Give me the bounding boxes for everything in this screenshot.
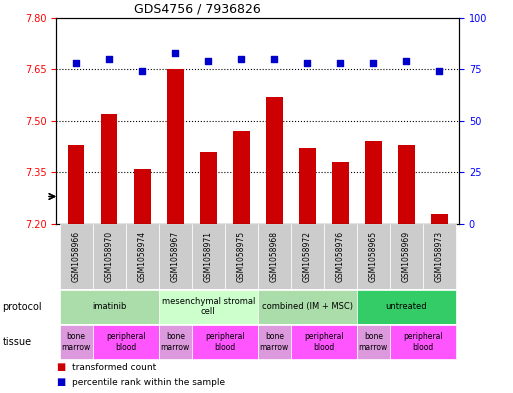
Title: GDS4756 / 7936826: GDS4756 / 7936826 bbox=[134, 2, 261, 15]
Bar bbox=[365, 141, 382, 224]
Bar bbox=[233, 131, 249, 224]
Bar bbox=[390, 224, 423, 289]
Text: peripheral
blood: peripheral blood bbox=[106, 332, 146, 352]
Bar bbox=[299, 149, 315, 224]
Point bbox=[303, 60, 311, 66]
Bar bbox=[101, 114, 117, 224]
Bar bbox=[390, 325, 456, 359]
Bar bbox=[357, 290, 456, 323]
Bar bbox=[60, 325, 93, 359]
Point bbox=[138, 68, 146, 74]
Bar bbox=[134, 169, 150, 224]
Bar bbox=[192, 325, 258, 359]
Text: GSM1058973: GSM1058973 bbox=[435, 231, 444, 282]
Bar bbox=[398, 145, 415, 224]
Text: ■: ■ bbox=[56, 377, 66, 387]
Bar bbox=[258, 290, 357, 323]
Text: untreated: untreated bbox=[385, 302, 427, 311]
Text: GSM1058969: GSM1058969 bbox=[402, 231, 411, 282]
Text: GSM1058976: GSM1058976 bbox=[336, 231, 345, 282]
Text: bone
marrow: bone marrow bbox=[260, 332, 289, 352]
Text: GSM1058967: GSM1058967 bbox=[171, 231, 180, 282]
Text: GSM1058971: GSM1058971 bbox=[204, 231, 213, 282]
Point bbox=[105, 56, 113, 62]
Text: percentile rank within the sample: percentile rank within the sample bbox=[72, 378, 225, 387]
Text: GSM1058970: GSM1058970 bbox=[105, 231, 114, 282]
Bar bbox=[126, 224, 159, 289]
Text: tissue: tissue bbox=[3, 337, 32, 347]
Bar bbox=[258, 325, 291, 359]
Text: bone
marrow: bone marrow bbox=[161, 332, 190, 352]
Text: bone
marrow: bone marrow bbox=[62, 332, 91, 352]
Point bbox=[336, 60, 344, 66]
Bar bbox=[192, 224, 225, 289]
Bar bbox=[68, 145, 85, 224]
Text: ■: ■ bbox=[56, 362, 66, 372]
Text: GSM1058966: GSM1058966 bbox=[72, 231, 81, 282]
Point bbox=[237, 56, 245, 62]
Bar bbox=[423, 224, 456, 289]
Bar bbox=[159, 325, 192, 359]
Bar bbox=[324, 224, 357, 289]
Text: bone
marrow: bone marrow bbox=[359, 332, 388, 352]
Text: transformed count: transformed count bbox=[72, 363, 156, 372]
Point bbox=[369, 60, 378, 66]
Bar bbox=[357, 325, 390, 359]
Bar bbox=[225, 224, 258, 289]
Bar bbox=[167, 69, 184, 224]
Bar bbox=[291, 224, 324, 289]
Text: GSM1058974: GSM1058974 bbox=[138, 231, 147, 282]
Point bbox=[204, 58, 212, 64]
Text: GSM1058965: GSM1058965 bbox=[369, 231, 378, 282]
Bar bbox=[431, 214, 447, 224]
Text: imatinib: imatinib bbox=[92, 302, 126, 311]
Bar bbox=[291, 325, 357, 359]
Point bbox=[72, 60, 81, 66]
Bar bbox=[93, 224, 126, 289]
Bar bbox=[332, 162, 348, 224]
Text: GSM1058968: GSM1058968 bbox=[270, 231, 279, 282]
Bar bbox=[159, 290, 258, 323]
Text: peripheral
blood: peripheral blood bbox=[403, 332, 443, 352]
Bar bbox=[159, 224, 192, 289]
Text: peripheral
blood: peripheral blood bbox=[304, 332, 344, 352]
Text: combined (IM + MSC): combined (IM + MSC) bbox=[262, 302, 353, 311]
Bar bbox=[93, 325, 159, 359]
Text: protocol: protocol bbox=[3, 301, 42, 312]
Text: peripheral
blood: peripheral blood bbox=[205, 332, 245, 352]
Point bbox=[435, 68, 443, 74]
Bar bbox=[200, 152, 216, 224]
Bar bbox=[357, 224, 390, 289]
Point bbox=[402, 58, 410, 64]
Bar bbox=[60, 224, 93, 289]
Point bbox=[270, 56, 279, 62]
Text: mesenchymal stromal
cell: mesenchymal stromal cell bbox=[162, 297, 255, 316]
Bar bbox=[60, 290, 159, 323]
Text: GSM1058975: GSM1058975 bbox=[237, 231, 246, 282]
Bar bbox=[258, 224, 291, 289]
Point bbox=[171, 50, 180, 56]
Text: GSM1058972: GSM1058972 bbox=[303, 231, 312, 282]
Bar bbox=[266, 97, 283, 224]
